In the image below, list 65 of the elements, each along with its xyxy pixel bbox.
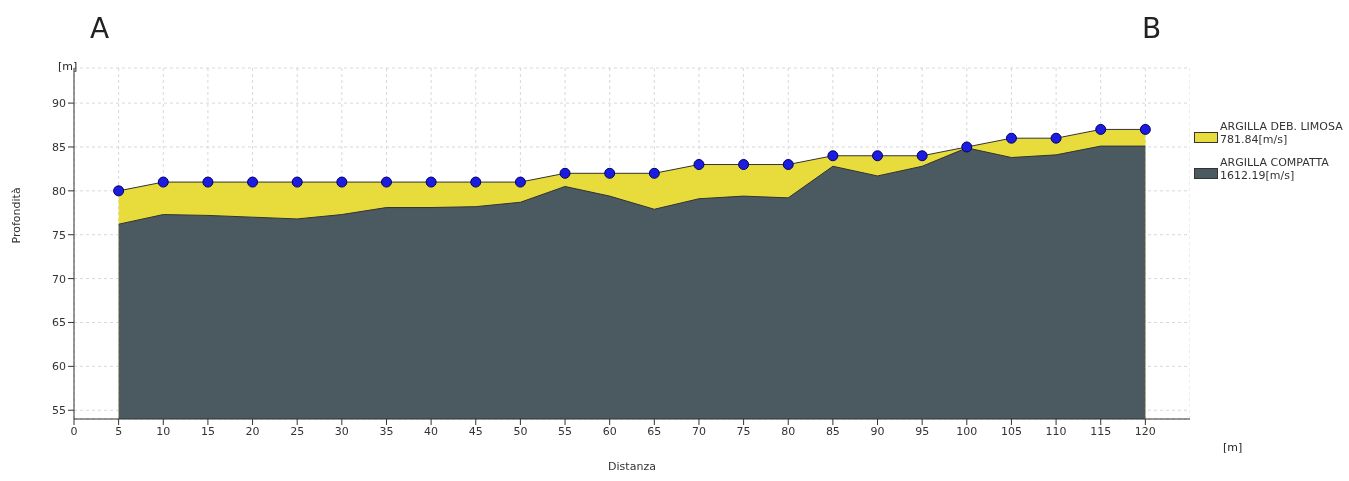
x-tick-label: 45 (468, 424, 483, 438)
x-tick-label: 70 (691, 424, 706, 438)
point (1050, 132, 1062, 144)
annotation: [m] (58, 60, 78, 73)
point (916, 150, 928, 162)
legend-label: ARGILLA DEB. LIMOSA 781.84[m/s] (1220, 120, 1343, 146)
y-tick-label: 70 (52, 272, 66, 286)
point (1095, 123, 1107, 135)
point (202, 176, 214, 188)
point (648, 167, 660, 179)
x-tick-label: 90 (870, 424, 885, 438)
x-tick-label: 30 (334, 424, 349, 438)
y-tick-label: 90 (52, 97, 66, 110)
y-tick-label: 85 (52, 140, 66, 154)
y-tick-label: 80 (52, 184, 66, 198)
x-tick-label: 20 (245, 424, 260, 438)
point (559, 167, 571, 179)
point (604, 167, 616, 179)
y-tick-label: 60 (52, 360, 66, 374)
x-tick-label: 50 (513, 424, 528, 438)
x-tick-label: 65 (647, 424, 662, 438)
point (693, 159, 705, 171)
x-tick-label: 85 (825, 424, 840, 438)
y-tick-label: 75 (52, 228, 66, 242)
x-tick-label: 15 (200, 424, 215, 438)
y-axis-title: Profondità (9, 187, 23, 244)
point (247, 176, 259, 188)
point (827, 150, 839, 162)
x-tick-label: 80 (781, 424, 796, 438)
x-tick-label: 60 (602, 424, 617, 438)
point (1005, 132, 1017, 144)
text: A (90, 12, 110, 45)
x-tick-label: 105 (1000, 424, 1022, 438)
point (961, 141, 973, 153)
x-tick-label: 75 (736, 424, 751, 438)
y-tick-label: 55 (52, 404, 66, 418)
x-tick-label: 120 (1134, 424, 1156, 438)
point (738, 159, 750, 171)
point (514, 176, 526, 188)
x-tick-label: 55 (558, 424, 573, 438)
legend-label: ARGILLA COMPATTA 1612.19[m/s] (1220, 156, 1329, 182)
x-axis-title: Distanza (608, 460, 656, 473)
x-tick-label: 5 (115, 424, 123, 438)
point (782, 159, 794, 171)
point (157, 176, 169, 188)
point (113, 185, 125, 197)
x-tick-label: 110 (1045, 424, 1067, 438)
text: B (1142, 12, 1162, 45)
point (291, 176, 303, 188)
x-tick-label: 10 (156, 424, 171, 438)
x-tick-label: 40 (424, 424, 439, 438)
point (470, 176, 482, 188)
x-tick-label: 0 (70, 424, 78, 438)
point (380, 176, 392, 188)
x-tick-label: 95 (915, 424, 930, 438)
x-tick-label: 25 (290, 424, 305, 438)
x-tick-label: 100 (956, 424, 978, 438)
point (425, 176, 437, 188)
point (336, 176, 348, 188)
point (872, 150, 884, 162)
point (1139, 123, 1151, 135)
text: [m] (1223, 441, 1243, 454)
x-tick-label: 115 (1090, 424, 1112, 438)
y-tick-label: 65 (52, 316, 66, 330)
x-tick-label: 35 (379, 424, 394, 438)
